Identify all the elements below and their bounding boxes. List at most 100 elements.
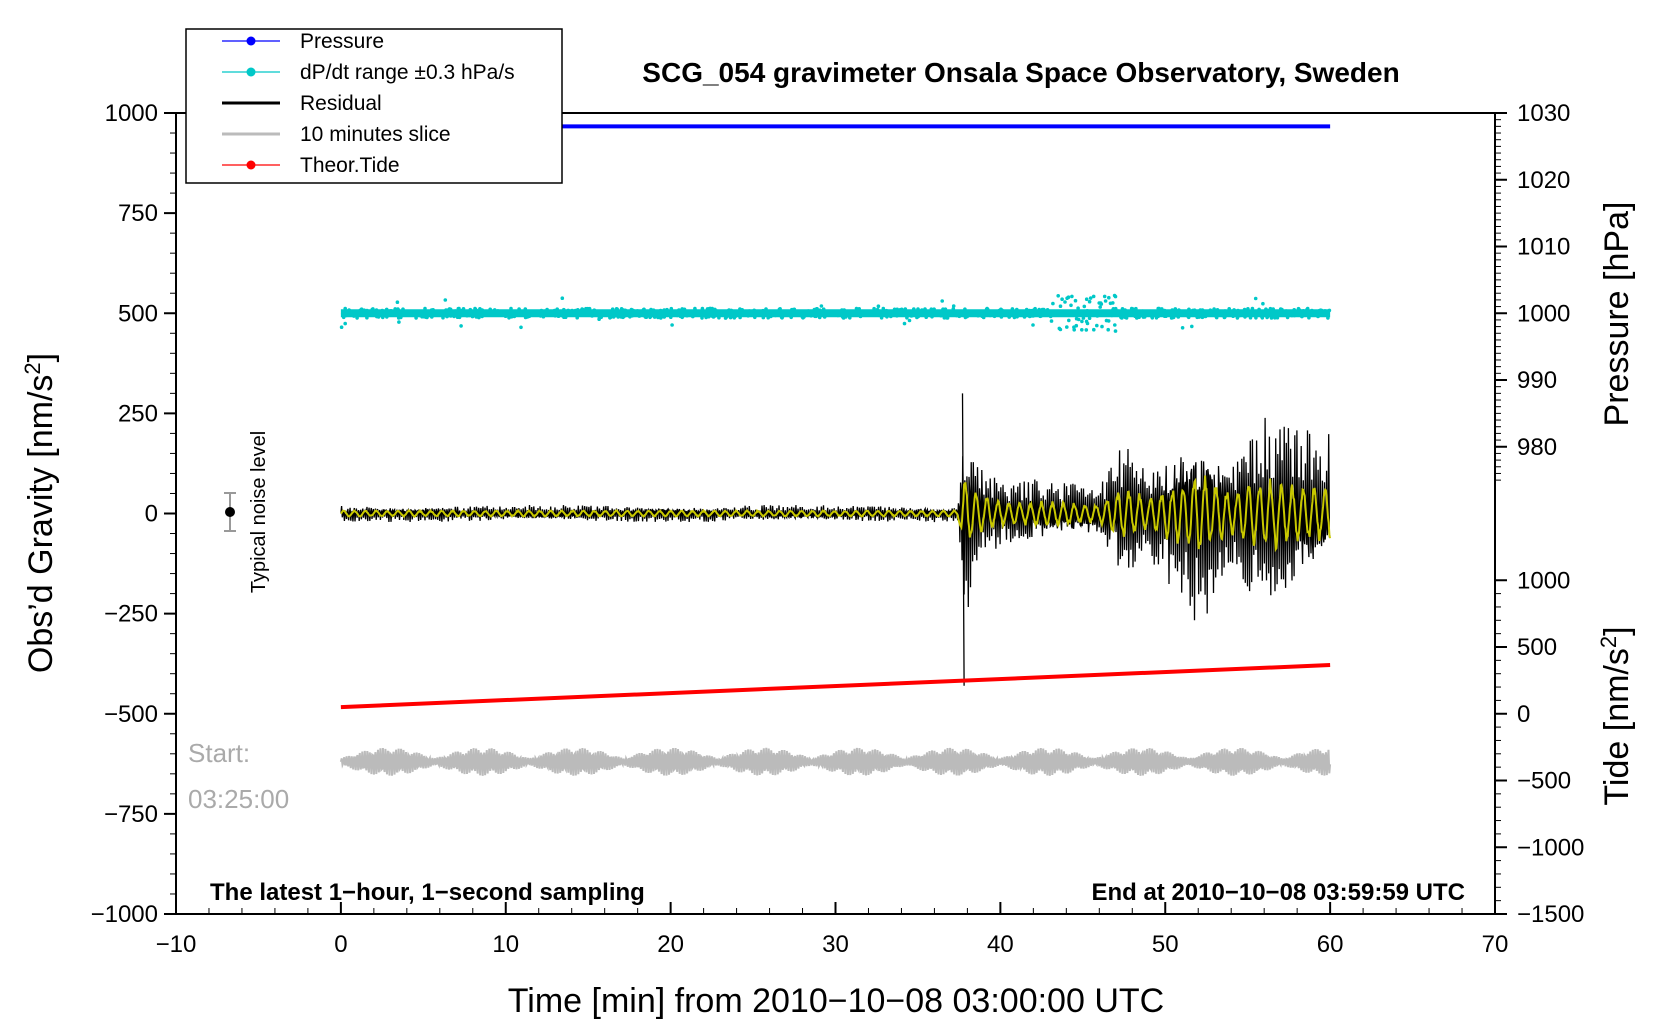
dpdt-point bbox=[670, 323, 674, 327]
dpdt-point bbox=[680, 315, 684, 320]
dpdt-point bbox=[1003, 312, 1007, 317]
dpdt-point bbox=[1081, 316, 1086, 320]
dpdt-point bbox=[940, 299, 944, 303]
dpdt-point bbox=[810, 309, 814, 314]
dpdt-point bbox=[1253, 309, 1258, 314]
dpdt-point bbox=[1015, 314, 1019, 319]
dpdt-point bbox=[1074, 316, 1079, 321]
dpdt-point bbox=[912, 307, 916, 311]
dpdt-point bbox=[1031, 323, 1035, 327]
dpdt-point bbox=[1033, 306, 1037, 311]
dpdt-point bbox=[691, 314, 695, 319]
dpdt-point bbox=[1113, 329, 1118, 333]
dpdt-point bbox=[584, 306, 588, 311]
dpdt-point bbox=[994, 310, 998, 315]
dpdt-point bbox=[541, 314, 546, 319]
dpdt-point bbox=[1271, 307, 1275, 311]
dpdt-point bbox=[1078, 312, 1083, 316]
dpdt-point bbox=[397, 320, 401, 324]
dpdt-point bbox=[380, 308, 385, 313]
dpdt-point bbox=[552, 308, 557, 313]
dpdt-point bbox=[1063, 300, 1067, 304]
dpdt-point bbox=[846, 312, 851, 317]
dpdt-point bbox=[1298, 312, 1302, 316]
dpdt-point bbox=[399, 314, 403, 319]
dpdt-point bbox=[1200, 315, 1205, 320]
dpdt-point bbox=[915, 315, 919, 320]
pressure-tick-label: 1000 bbox=[1517, 300, 1570, 327]
dpdt-point bbox=[1134, 306, 1138, 311]
tick-layer: −10 0 10 20 30 40 50 60 7010007505002500−250−500… bbox=[91, 100, 1585, 958]
dpdt-point bbox=[903, 307, 908, 311]
dpdt-point bbox=[1236, 308, 1240, 313]
dpdt-point bbox=[821, 307, 826, 312]
dpdt-point bbox=[1067, 318, 1071, 323]
dpdt-point bbox=[1242, 307, 1247, 312]
dpdt-point bbox=[844, 315, 848, 319]
dpdt-point bbox=[1107, 295, 1111, 300]
dpdt-point bbox=[1013, 310, 1018, 315]
pressure-axis-title: Pressure [hPa] bbox=[1598, 202, 1636, 427]
dpdt-point bbox=[389, 309, 393, 313]
dpdt-point bbox=[430, 310, 435, 314]
dpdt-point bbox=[764, 307, 768, 311]
dpdt-point bbox=[637, 314, 642, 318]
dpdt-point bbox=[1268, 306, 1273, 311]
dpdt-point bbox=[339, 325, 344, 330]
dpdt-point bbox=[943, 313, 947, 317]
dpdt-point bbox=[784, 311, 788, 316]
start-label-line1: Start: bbox=[188, 738, 250, 768]
dpdt-point bbox=[517, 307, 521, 311]
dpdt-point bbox=[954, 313, 959, 318]
dpdt-point bbox=[1223, 309, 1227, 313]
dpdt-point bbox=[873, 310, 878, 315]
dpdt-point bbox=[539, 308, 544, 313]
dpdt-point bbox=[1253, 296, 1258, 301]
dpdt-point bbox=[700, 306, 705, 311]
dpdt-point bbox=[631, 308, 635, 313]
dpdt-point bbox=[1317, 308, 1322, 313]
dpdt-series bbox=[339, 293, 1332, 333]
x-tick-label: 50 bbox=[1152, 931, 1179, 958]
dpdt-point bbox=[592, 308, 597, 313]
dpdt-point bbox=[1070, 294, 1074, 299]
dpdt-point bbox=[1110, 313, 1114, 318]
dpdt-point bbox=[677, 308, 681, 312]
dpdt-point bbox=[1103, 299, 1108, 303]
dpdt-point bbox=[519, 325, 523, 330]
dpdt-point bbox=[1091, 294, 1096, 299]
dpdt-point bbox=[1095, 314, 1100, 318]
start-label: Start: 03:25:00 bbox=[188, 738, 289, 814]
dpdt-point bbox=[1047, 309, 1052, 314]
legend-label: Residual bbox=[300, 92, 382, 115]
dpdt-point bbox=[347, 313, 352, 317]
dpdt-point bbox=[1085, 309, 1090, 313]
dpdt-point bbox=[920, 311, 924, 315]
tide-tick-label: −1500 bbox=[1517, 901, 1584, 928]
filtered-series-line bbox=[340, 475, 1332, 553]
y-tick-label: 500 bbox=[118, 300, 158, 327]
dpdt-point bbox=[1189, 310, 1193, 315]
dpdt-point bbox=[1112, 293, 1117, 298]
legend-swatch-marker bbox=[246, 67, 256, 77]
dpdt-point bbox=[1080, 319, 1084, 324]
dpdt-point bbox=[774, 310, 778, 314]
dpdt-point bbox=[420, 314, 424, 319]
dpdt-point bbox=[1000, 308, 1004, 313]
dpdt-point bbox=[466, 311, 471, 315]
dpdt-point bbox=[971, 309, 975, 314]
dpdt-point bbox=[858, 314, 863, 319]
y-tick-label: 0 bbox=[145, 501, 158, 528]
dpdt-point bbox=[875, 307, 880, 312]
dpdt-point bbox=[488, 307, 493, 312]
dpdt-point bbox=[1112, 311, 1116, 316]
dpdt-point bbox=[1186, 310, 1190, 314]
note-right: End at 2010−10−08 03:59:59 UTC bbox=[1091, 879, 1465, 906]
dpdt-point bbox=[575, 315, 579, 320]
dpdt-point bbox=[1082, 304, 1087, 309]
pressure-tick-label: 1010 bbox=[1517, 234, 1570, 261]
dpdt-point bbox=[546, 309, 551, 314]
y-tick-label: −750 bbox=[104, 801, 158, 828]
dpdt-point bbox=[932, 312, 936, 316]
dpdt-point bbox=[925, 313, 929, 318]
